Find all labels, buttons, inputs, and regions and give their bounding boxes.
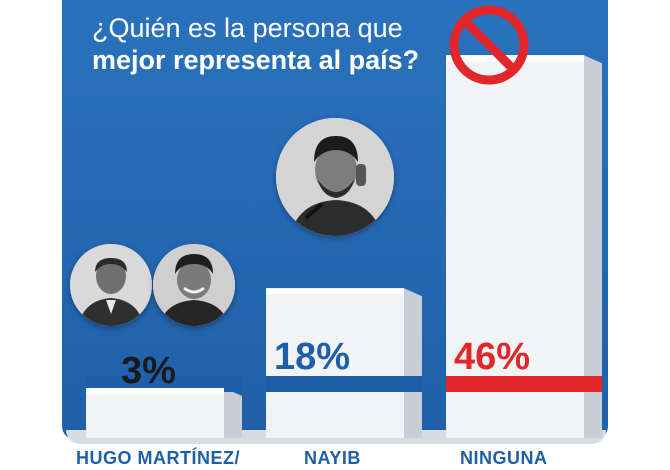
bar-cap-2 xyxy=(446,55,584,62)
bar-side-0 xyxy=(224,388,242,438)
candidate-photo-hugo xyxy=(70,244,152,326)
bar-accent-band-1 xyxy=(266,376,422,392)
bar-0 xyxy=(86,376,242,438)
bar-front-2 xyxy=(446,55,584,439)
bar-1 xyxy=(266,288,422,438)
bar-front-0 xyxy=(86,388,224,438)
prohibited-sign-icon xyxy=(449,5,529,85)
value-label-text-1: 18% xyxy=(274,336,351,378)
question-line-2: mejor representa al país? xyxy=(92,45,420,75)
bar-cap-0 xyxy=(86,388,224,394)
value-label-1: 18% xyxy=(274,336,350,379)
bar-side-2 xyxy=(584,55,602,439)
question-line-1: ¿Quién es la persona que xyxy=(92,13,403,43)
category-label-2: NINGUNA xyxy=(460,448,548,468)
candidate-photo-nayib xyxy=(276,118,394,236)
category-label-0: HUGO MARTÍNEZ/ xyxy=(76,448,240,468)
bar-cap-1 xyxy=(266,288,404,295)
value-label-text-2: 46% xyxy=(454,336,531,378)
survey-question: ¿Quién es la persona que mejor represent… xyxy=(92,12,419,76)
value-label-text-0: 3% xyxy=(121,350,176,392)
bar-2 xyxy=(446,55,602,439)
candidate-photo-2 xyxy=(153,244,235,326)
bar-side-1 xyxy=(404,288,422,438)
bar-front-1 xyxy=(266,288,404,438)
value-label-0: 3% xyxy=(121,350,176,393)
value-label-2: 46% xyxy=(454,336,530,379)
bar-accent-band-2 xyxy=(446,376,602,392)
category-label-1: NAYIB xyxy=(304,448,361,468)
